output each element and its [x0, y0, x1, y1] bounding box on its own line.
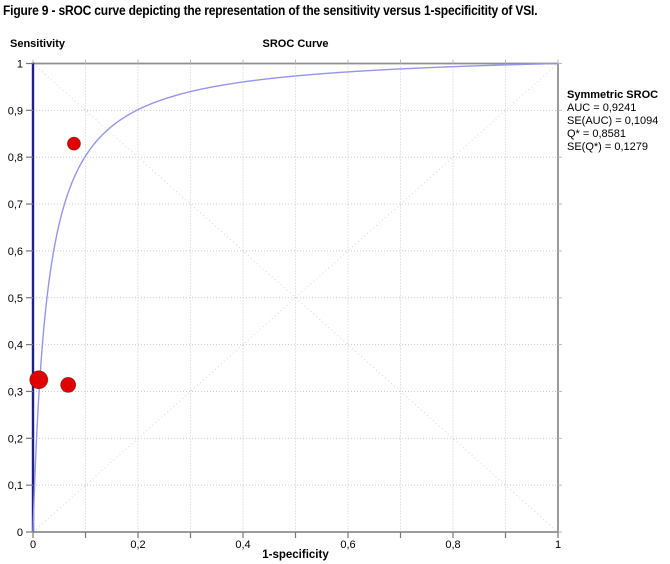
legend-line: SE(AUC) = 0,1094	[567, 115, 659, 127]
y-tick-label: 0,5	[8, 293, 23, 305]
legend-line: AUC = 0,9241	[567, 102, 637, 114]
y-tick-label: 0,4	[8, 340, 23, 352]
y-tick-label: 0,2	[8, 433, 23, 445]
chart-title: SROC Curve	[262, 38, 329, 50]
sroc-legend: Symmetric SROC AUC = 0,9241 SE(AUC) = 0,1…	[567, 89, 667, 154]
x-tick-label: 0,2	[130, 539, 145, 551]
y-tick-label: 0	[17, 527, 23, 539]
y-tick-label: 0,1	[8, 480, 23, 492]
x-tick-label: 0,8	[445, 539, 460, 551]
y-tick-label: 0,9	[8, 105, 23, 117]
figure-caption: Figure 9 - sROC curve depicting the repr…	[3, 3, 538, 18]
study-point	[67, 136, 81, 151]
y-tick-label: 0,3	[8, 386, 23, 398]
x-tick-label: 0,6	[340, 539, 355, 551]
sroc-curve	[32, 62, 559, 533]
y-tick-label: 1	[17, 59, 23, 71]
y-tick-label: 0,7	[8, 199, 23, 211]
x-tick-label: 0,4	[235, 539, 250, 551]
legend-line: SE(Q*) = 0,1279	[567, 141, 649, 153]
legend-title: Symmetric SROC	[567, 89, 659, 101]
x-tick-label: 0	[30, 539, 36, 551]
study-point	[60, 376, 77, 393]
y-tick-label: 0,8	[8, 152, 23, 164]
y-tick-label: 0,6	[8, 246, 23, 258]
study-point	[29, 370, 49, 390]
legend-lines: AUC = 0,9241 SE(AUC) = 0,1094 Q* = 0,8581 S…	[567, 102, 667, 154]
y-axis-title: Sensitivity	[10, 38, 66, 50]
x-tick-label: 1	[555, 539, 561, 551]
legend-line: Q* = 0,8581	[567, 128, 627, 140]
x-axis-title: 1-specificity	[262, 549, 329, 561]
